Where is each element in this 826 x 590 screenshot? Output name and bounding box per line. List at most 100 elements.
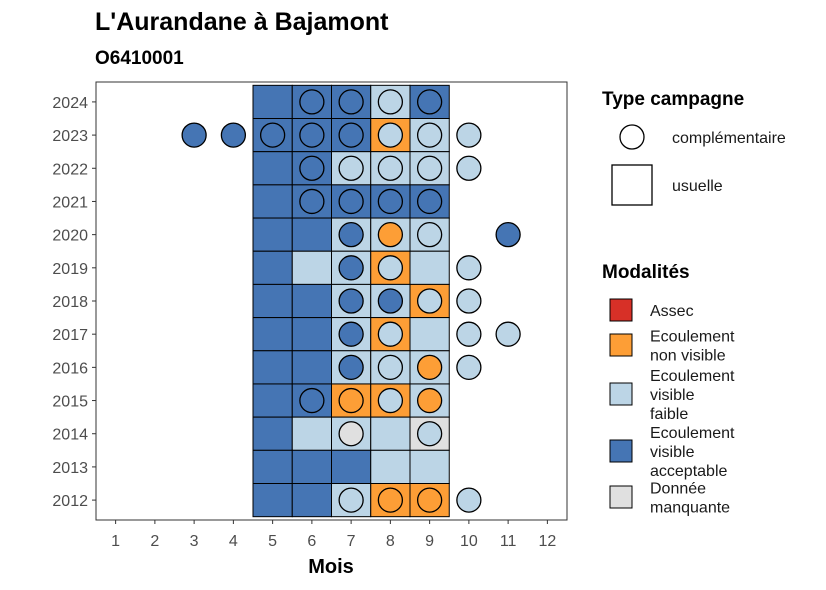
tile-2021-5 bbox=[252, 184, 293, 219]
usuelle-tiles bbox=[252, 84, 450, 518]
y-tick-label: 2016 bbox=[52, 360, 88, 377]
point-2024-8 bbox=[377, 89, 404, 115]
chart-title: L'Aurandane à Bajamont bbox=[95, 8, 389, 36]
y-axis: 2012 2013 2014 2015 2016 2017 2018 2019 2020 2021… bbox=[52, 95, 96, 510]
tile-2017-6 bbox=[291, 317, 332, 352]
point-2017-7 bbox=[338, 321, 364, 347]
legend-label-donnee-manquante: Donnée bbox=[650, 481, 706, 498]
point-2020-9 bbox=[416, 221, 443, 248]
x-tick-label: 4 bbox=[229, 533, 238, 550]
complementaire-points bbox=[181, 89, 521, 513]
legend-swatch-donnee-manquante bbox=[609, 485, 633, 509]
x-tick-label: 6 bbox=[307, 533, 316, 550]
point-2023-4 bbox=[220, 122, 247, 148]
point-2015-8 bbox=[377, 387, 404, 414]
point-2014-7 bbox=[338, 421, 364, 447]
tile-2012-6 bbox=[291, 483, 332, 518]
x-tick-label: 2 bbox=[150, 533, 159, 550]
point-2012-9 bbox=[416, 487, 443, 513]
point-2022-9 bbox=[416, 155, 443, 181]
legend: Type campagne complémentaire usuelle Mod… bbox=[602, 89, 786, 517]
y-tick-label: 2024 bbox=[52, 95, 88, 112]
x-axis-title: Mois bbox=[308, 556, 354, 578]
point-2021-6 bbox=[299, 188, 325, 215]
tile-2015-5 bbox=[252, 383, 293, 418]
legend-complementaire-label: complémentaire bbox=[672, 130, 786, 147]
legend-type-title: Type campagne bbox=[602, 89, 744, 110]
tile-2017-9 bbox=[409, 317, 450, 352]
point-2021-7 bbox=[338, 188, 364, 215]
tile-2020-5 bbox=[252, 217, 293, 252]
point-2015-9 bbox=[416, 387, 443, 414]
tile-2013-8 bbox=[370, 449, 411, 484]
point-2018-10 bbox=[456, 288, 482, 314]
tile-2014-6 bbox=[291, 416, 332, 451]
tile-2022-5 bbox=[252, 151, 293, 186]
point-2022-8 bbox=[377, 155, 404, 181]
point-2015-6 bbox=[299, 387, 325, 414]
point-2016-8 bbox=[377, 354, 404, 381]
point-2015-7 bbox=[338, 387, 364, 414]
x-tick-label: 9 bbox=[425, 533, 434, 550]
legend-modalites-title: Modalités bbox=[602, 262, 690, 283]
point-2024-7 bbox=[338, 89, 364, 115]
point-2014-9 bbox=[416, 421, 443, 447]
point-2021-9 bbox=[416, 188, 443, 215]
y-tick-label: 2014 bbox=[52, 427, 88, 444]
point-2023-5 bbox=[259, 122, 286, 148]
x-tick-label: 12 bbox=[538, 533, 556, 550]
x-tick-label: 7 bbox=[347, 533, 356, 550]
tile-2013-5 bbox=[252, 449, 293, 484]
point-2020-7 bbox=[338, 221, 364, 248]
tile-2014-5 bbox=[252, 416, 293, 451]
tile-2019-9 bbox=[409, 250, 450, 285]
legend-swatch-ecoulement-non-visible bbox=[609, 333, 633, 357]
y-tick-label: 2020 bbox=[52, 228, 88, 245]
tile-2013-7 bbox=[331, 449, 372, 484]
legend-label-ecoulement-visible-acceptable: Ecoulement bbox=[650, 425, 735, 442]
legend-label-ecoulement-visible-acceptable: visible bbox=[650, 444, 695, 461]
point-2016-10 bbox=[456, 354, 482, 381]
point-2019-8 bbox=[377, 255, 404, 281]
point-2021-8 bbox=[377, 188, 404, 215]
point-2024-9 bbox=[416, 89, 443, 115]
point-2023-8 bbox=[377, 122, 404, 148]
point-2019-7 bbox=[338, 255, 364, 281]
point-2023-3 bbox=[181, 122, 207, 148]
point-2018-8 bbox=[377, 288, 404, 314]
tile-2013-6 bbox=[291, 449, 332, 484]
y-tick-label: 2022 bbox=[52, 161, 88, 178]
y-tick-label: 2017 bbox=[52, 327, 88, 344]
x-tick-label: 5 bbox=[268, 533, 277, 550]
point-2016-7 bbox=[338, 354, 364, 381]
tile-2019-6 bbox=[291, 250, 332, 285]
legend-swatch-assec bbox=[609, 298, 633, 322]
point-2017-10 bbox=[456, 321, 482, 347]
point-2023-10 bbox=[456, 122, 482, 148]
point-2020-8 bbox=[377, 221, 404, 248]
point-2023-6 bbox=[299, 122, 325, 148]
x-axis: 1 2 3 4 5 6 7 8 9 10 11 12 bbox=[111, 520, 556, 550]
tile-2017-5 bbox=[252, 317, 293, 352]
tile-2014-8 bbox=[370, 416, 411, 451]
point-2022-6 bbox=[299, 155, 325, 181]
legend-label-assec: Assec bbox=[650, 303, 694, 320]
y-tick-label: 2021 bbox=[52, 194, 88, 211]
tile-2012-5 bbox=[252, 483, 293, 518]
point-2022-7 bbox=[338, 155, 364, 181]
tile-2019-5 bbox=[252, 250, 293, 285]
legend-label-ecoulement-visible-acceptable: acceptable bbox=[650, 463, 727, 480]
legend-label-ecoulement-visible-faible: visible bbox=[650, 387, 695, 404]
tile-2016-6 bbox=[291, 350, 332, 385]
point-2018-9 bbox=[416, 288, 443, 314]
tile-2016-5 bbox=[252, 350, 293, 385]
point-2019-10 bbox=[456, 255, 482, 281]
legend-swatch-ecoulement-visible-faible bbox=[609, 382, 633, 406]
y-tick-label: 2019 bbox=[52, 261, 88, 278]
x-tick-label: 8 bbox=[386, 533, 395, 550]
point-2024-6 bbox=[299, 89, 325, 115]
legend-label-donnee-manquante: manquante bbox=[650, 500, 730, 517]
point-2012-10 bbox=[456, 487, 482, 513]
point-2020-11 bbox=[495, 221, 521, 248]
